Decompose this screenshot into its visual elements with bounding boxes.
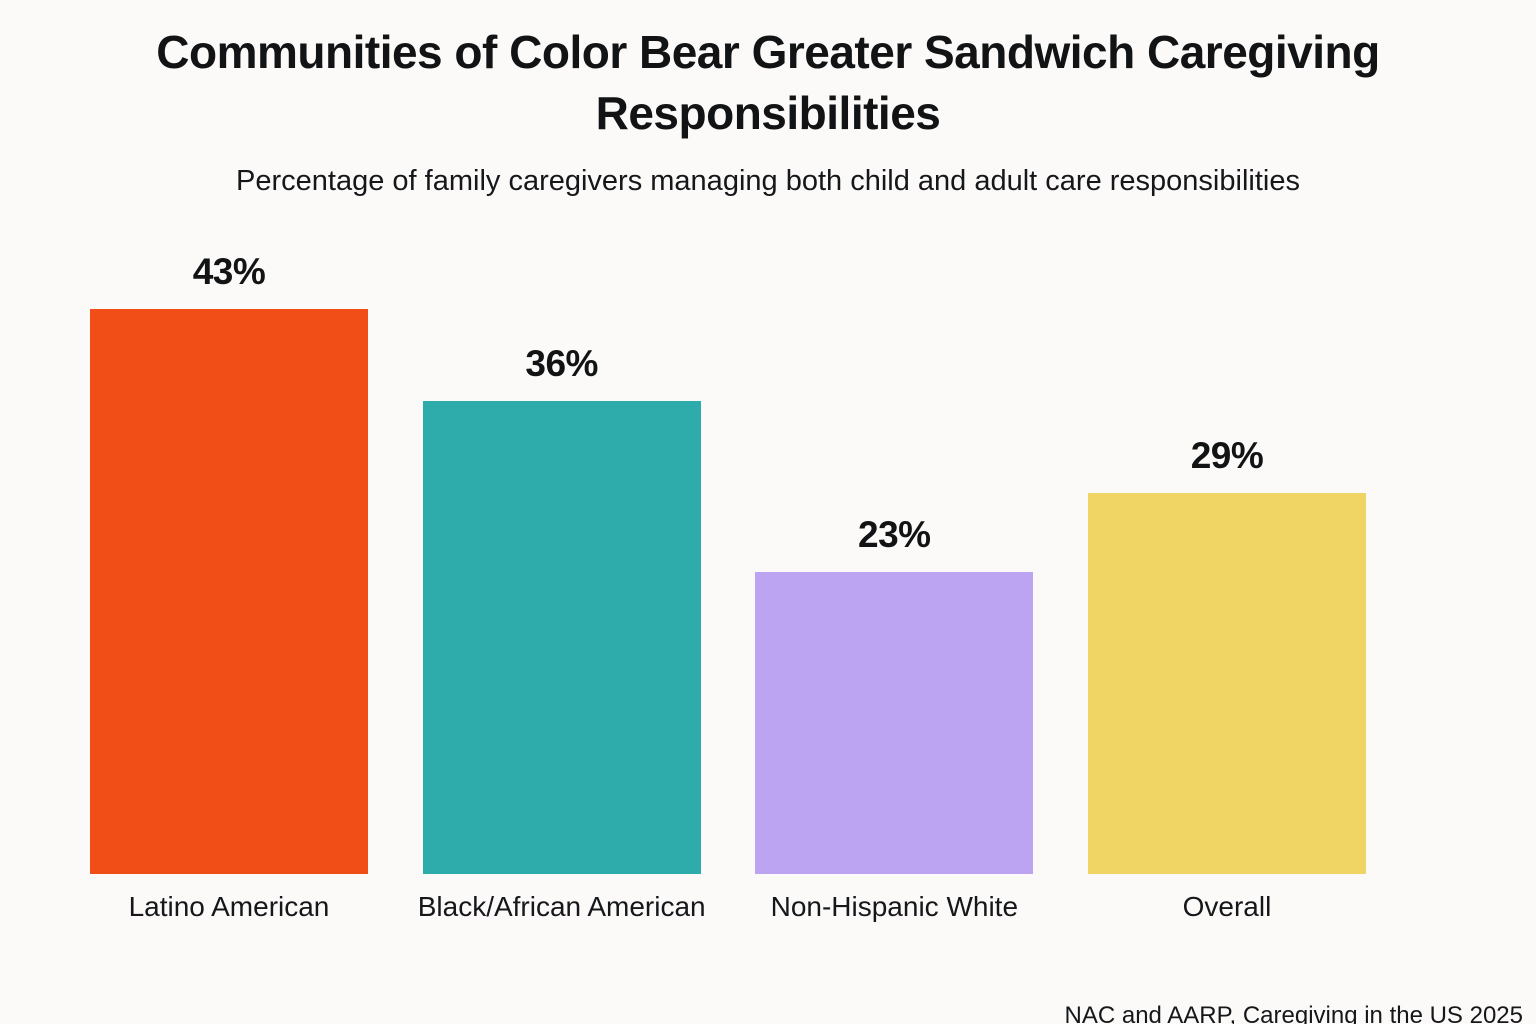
- bar-category-label: Non-Hispanic White: [770, 891, 1019, 922]
- bar-group-black-african-american: 36% Black/African American: [418, 343, 706, 924]
- bar-category-label: Latino American: [128, 891, 330, 922]
- bar-latino-american: [90, 309, 368, 874]
- bar-overall: [1087, 493, 1366, 874]
- bar-black-african-american: [422, 401, 701, 874]
- chart-page: Communities of Color Bear Greater Sandwi…: [0, 22, 1536, 1024]
- bar-value-label: 23%: [858, 514, 931, 555]
- bar-group-latino-american: 43% Latino American: [90, 251, 368, 924]
- bar-chart: 43% Latino American 36% Black/African Am…: [90, 251, 1366, 924]
- bar-value-label: 36%: [525, 343, 598, 384]
- source-attribution: NAC and AARP, Caregiving in the US 2025: [1064, 1002, 1524, 1024]
- bar-category-label: Black/African American: [417, 891, 706, 922]
- bar-group-non-hispanic-white: 23% Non-Hispanic White: [755, 514, 1034, 924]
- bar-group-overall: 29% Overall: [1087, 435, 1366, 924]
- bar-value-label: 43%: [192, 251, 266, 292]
- chart-subtitle: Percentage of family caregivers managing…: [236, 165, 1300, 198]
- bar-non-hispanic-white: [755, 572, 1034, 874]
- chart-title: Communities of Color Bear Greater Sandwi…: [156, 26, 1380, 139]
- bar-value-label: 29%: [1190, 435, 1264, 476]
- bar-category-label: Overall: [1182, 891, 1272, 922]
